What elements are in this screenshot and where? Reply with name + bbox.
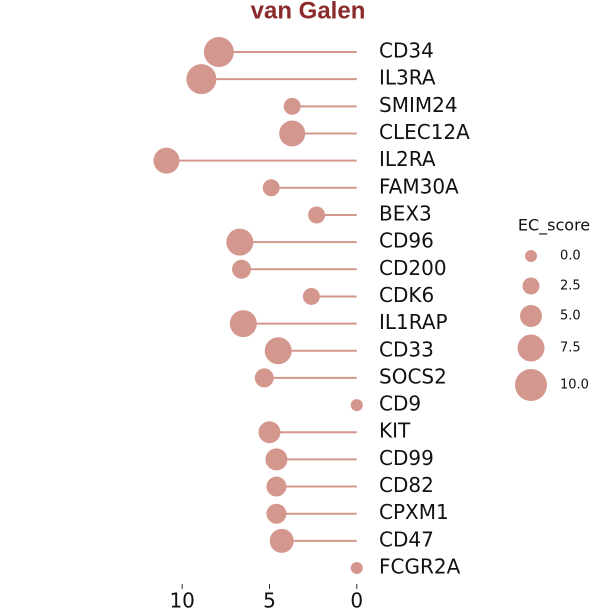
dot <box>232 259 252 279</box>
legend-dot <box>517 334 545 362</box>
dot <box>266 503 287 524</box>
y-tick-label: FAM30A <box>379 174 459 198</box>
legend-label: 7.5 <box>560 341 581 356</box>
dot <box>266 476 287 497</box>
dot <box>264 337 292 365</box>
legend-label: 5.0 <box>560 309 581 324</box>
dot <box>302 287 320 305</box>
y-tick-label: IL3RA <box>379 66 436 90</box>
dot <box>350 399 363 412</box>
chart-title: van Galen <box>251 0 366 24</box>
y-tick-label: SMIM24 <box>379 93 458 117</box>
legend-dot <box>525 250 537 262</box>
y-tick-label: CD200 <box>379 256 447 280</box>
dot <box>254 368 274 388</box>
x-tick-label: 10 <box>169 589 194 613</box>
dot <box>283 97 301 115</box>
dot <box>186 64 217 95</box>
legend-title: EC_score <box>518 216 590 236</box>
legend-label: 0.0 <box>560 249 581 264</box>
y-tick-label: CDK6 <box>379 283 434 307</box>
dot <box>350 562 363 575</box>
dot <box>265 448 288 471</box>
dot <box>258 421 281 444</box>
legend-dot <box>522 277 540 295</box>
y-tick-label: CD96 <box>379 229 434 253</box>
legend-dot <box>520 305 542 327</box>
dot <box>269 528 294 553</box>
dot <box>262 179 280 197</box>
dot <box>308 206 326 224</box>
y-tick-label: CLEC12A <box>379 120 470 144</box>
y-tick-label: KIT <box>379 419 411 443</box>
y-tick-label: CD34 <box>379 39 434 63</box>
legend-label: 10.0 <box>560 378 589 393</box>
dot <box>203 37 234 67</box>
x-tick-label: 0 <box>350 589 363 613</box>
y-tick-label: CD9 <box>379 392 421 416</box>
y-tick-label: FCGR2A <box>379 555 461 579</box>
y-tick-label: CD47 <box>379 527 434 551</box>
legend-label: 2.5 <box>560 279 581 294</box>
y-tick-label: BEX3 <box>379 201 432 225</box>
x-tick-label: 5 <box>263 589 276 613</box>
dot <box>229 310 257 338</box>
dot <box>153 147 180 174</box>
y-tick-label: CD82 <box>379 473 434 497</box>
dot <box>279 120 306 147</box>
y-tick-label: CD99 <box>379 446 434 470</box>
y-tick-label: CPXM1 <box>379 500 449 524</box>
y-tick-label: SOCS2 <box>379 364 447 388</box>
legend-dot <box>515 369 547 401</box>
y-tick-label: CD33 <box>379 337 434 361</box>
dot <box>226 228 254 256</box>
y-tick-label: IL2RA <box>379 147 436 171</box>
y-tick-label: IL1RAP <box>379 310 448 334</box>
